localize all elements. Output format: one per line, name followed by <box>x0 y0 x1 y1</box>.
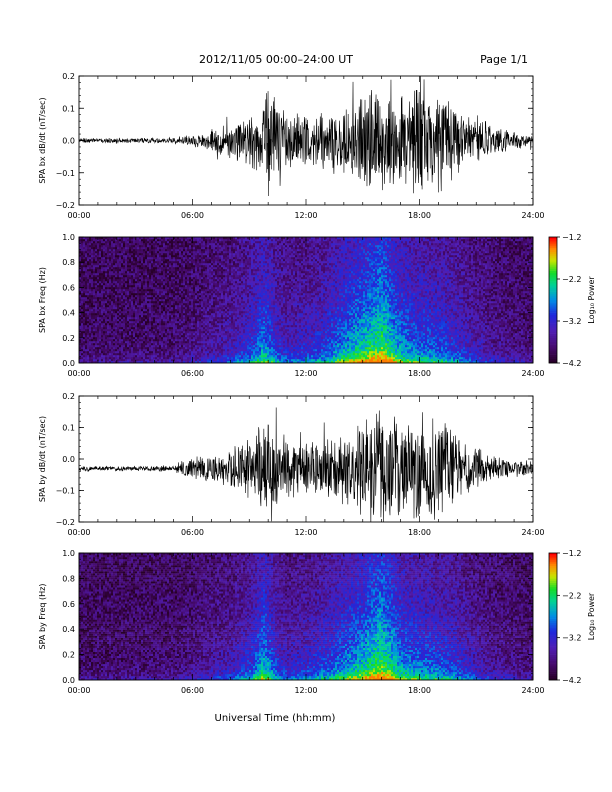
x-tick-label: 12:00 <box>294 211 317 220</box>
x-tick-label: 18:00 <box>408 686 431 695</box>
y-tick-label: 0.4 <box>62 625 75 634</box>
x-tick-label: 06:00 <box>181 211 204 220</box>
y-axis-label: SPA bx Freq (Hz) <box>38 267 47 333</box>
y-tick-label: 0.4 <box>62 309 75 318</box>
y-tick-label: −0.2 <box>56 518 75 527</box>
y-tick-label: 0.6 <box>62 283 75 292</box>
y-tick-label: 0.1 <box>62 104 75 113</box>
panel-4: −1.2 −2.2 −3.2 −4.2 Log₁₀ Power 1.0 0.8 0.6 0.4 0… <box>38 549 596 695</box>
colorbar-tick-label: −3.2 <box>562 634 581 643</box>
series-line <box>79 70 533 196</box>
colorbar-tick-label: −1.2 <box>562 233 581 242</box>
x-tick-label: 00:00 <box>67 369 90 378</box>
y-tick-label: −0.2 <box>56 201 75 210</box>
colorbar: −1.2 −2.2 −3.2 −4.2 Log₁₀ Power <box>549 233 596 368</box>
y-axis-label: SPA by dB/dt (nT/sec) <box>38 416 47 502</box>
y-axis-label: SPA by Freq (Hz) <box>38 584 47 650</box>
x-tick-label: 06:00 <box>181 528 204 537</box>
colorbar-tick-label: −2.2 <box>562 591 581 600</box>
y-tick-label: 1.0 <box>62 233 75 242</box>
page-indicator: Page 1/1 <box>480 53 528 66</box>
y-tick-label: 0.0 <box>62 359 75 368</box>
panel-2: −1.2 −2.2 −3.2 −4.2 Log₁₀ Power 1.0 0.8 0.6 0.4 0… <box>38 233 596 378</box>
x-tick-label: 24:00 <box>521 211 544 220</box>
y-tick-label: 0.6 <box>62 600 75 609</box>
y-tick-label: 0.0 <box>62 676 75 685</box>
x-tick-label: 06:00 <box>181 686 204 695</box>
colorbar-tick-label: −2.2 <box>562 275 581 284</box>
figure: 2012/11/05 00:00–24:00 UT Page 1/1 Unive… <box>0 0 612 792</box>
y-tick-label: 0.0 <box>62 455 75 464</box>
y-tick-label: 0.1 <box>62 424 75 433</box>
y-tick-label: 0.2 <box>62 651 75 660</box>
colorbar-tick-label: −1.2 <box>562 549 581 558</box>
y-tick-label: 1.0 <box>62 549 75 558</box>
colorbar-label: Log₁₀ Power <box>587 592 596 640</box>
panel-1: 0.2 0.1 0.0 −0.1 −0.200:00 06:00 12:00 18:00 24:… <box>38 70 545 220</box>
x-tick-label: 12:00 <box>294 528 317 537</box>
heatmap-cells <box>79 237 533 363</box>
x-tick-label: 24:00 <box>521 528 544 537</box>
y-tick-label: 0.8 <box>62 258 75 267</box>
y-axis-label: SPA bx dB/dt (nT/sec) <box>38 97 47 183</box>
x-tick-label: 18:00 <box>408 211 431 220</box>
series-line <box>79 408 533 527</box>
x-tick-label: 18:00 <box>408 528 431 537</box>
y-tick-label: 0.8 <box>62 574 75 583</box>
x-axis-label: Universal Time (hh:mm) <box>215 713 336 724</box>
panels: 0.20.10.0−0.1−0.200:00 06:00 12:00 18:00 24:… <box>38 70 596 695</box>
x-tick-label: 12:00 <box>294 369 317 378</box>
x-tick-label: 12:00 <box>294 686 317 695</box>
y-tick-label: −0.1 <box>56 169 75 178</box>
x-tick-label: 00:00 <box>67 211 90 220</box>
x-tick-label: 00:00 <box>67 686 90 695</box>
y-tick-label: −0.1 <box>56 487 75 496</box>
x-tick-label: 06:00 <box>181 369 204 378</box>
y-tick-label: 0.2 <box>62 72 75 81</box>
colorbar-tick-label: −3.2 <box>562 317 581 326</box>
y-tick-label: 0.2 <box>62 392 75 401</box>
x-tick-label: 00:00 <box>67 528 90 537</box>
y-tick-label: 0.0 <box>62 137 75 146</box>
colorbar-label: Log₁₀ Power <box>587 276 596 324</box>
x-tick-label: 24:00 <box>521 686 544 695</box>
heatmap-cells <box>79 553 533 680</box>
colorbar: −1.2 −2.2 −3.2 −4.2 Log₁₀ Power <box>549 549 596 685</box>
panel-3: 0.2 0.1 0.0 −0.1 −0.200:00 06:00 12:00 18:00 24:… <box>38 392 545 537</box>
chart-title: 2012/11/05 00:00–24:00 UT <box>199 53 353 66</box>
x-tick-label: 24:00 <box>521 369 544 378</box>
x-tick-label: 18:00 <box>408 369 431 378</box>
colorbar-tick-label: −4.2 <box>562 676 581 685</box>
colorbar-tick-label: −4.2 <box>562 359 581 368</box>
y-tick-label: 0.2 <box>62 334 75 343</box>
